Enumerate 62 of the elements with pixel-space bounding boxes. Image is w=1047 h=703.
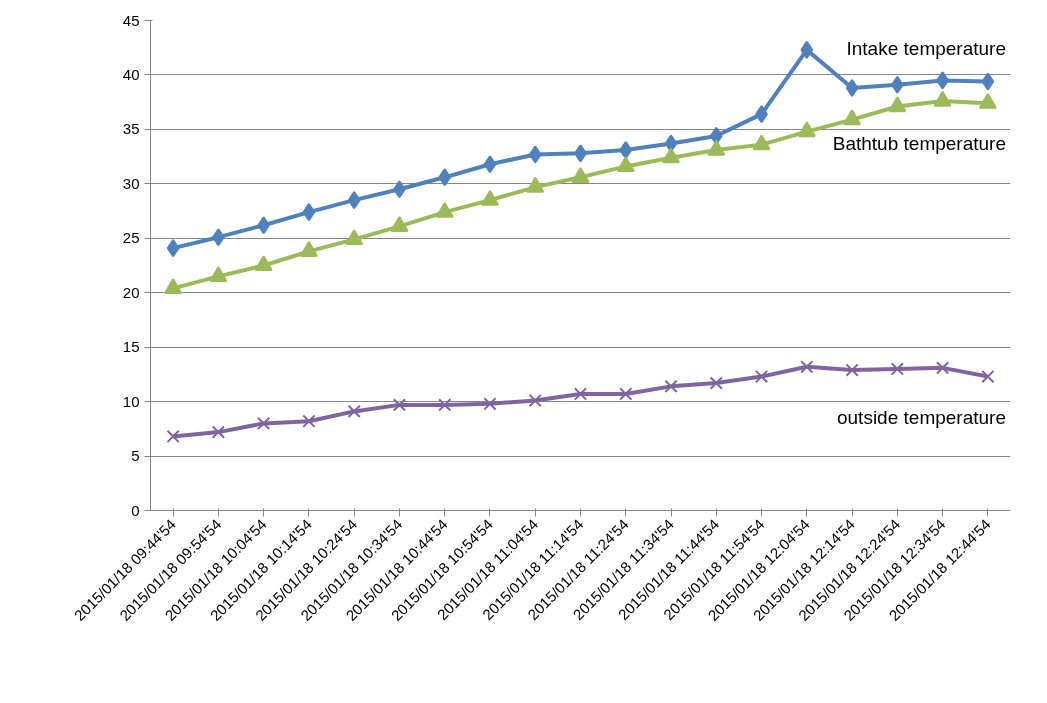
point	[935, 361, 950, 375]
point	[933, 90, 952, 107]
point	[435, 201, 454, 218]
point	[302, 414, 316, 428]
point	[843, 109, 862, 126]
point	[209, 266, 228, 283]
series-label: Bathtub temperature	[832, 133, 1006, 155]
y-tick-label: 10	[122, 392, 140, 410]
point	[845, 363, 859, 377]
point	[664, 379, 678, 394]
point	[254, 255, 273, 272]
point	[752, 134, 771, 151]
point	[709, 126, 723, 145]
point	[392, 398, 407, 412]
point	[573, 387, 588, 401]
point	[619, 141, 633, 160]
point	[526, 176, 545, 193]
point	[571, 167, 590, 183]
point	[616, 156, 635, 173]
point	[345, 229, 364, 245]
point	[438, 168, 452, 187]
y-tick-label: 0	[131, 501, 140, 519]
point	[528, 145, 542, 164]
point	[619, 387, 633, 401]
y-tick-label: 30	[122, 174, 140, 192]
point	[483, 155, 497, 174]
point	[800, 40, 814, 59]
y-tick-label: 35	[122, 120, 140, 138]
point	[211, 425, 226, 439]
point	[754, 369, 769, 384]
point	[662, 147, 681, 164]
point	[709, 376, 723, 390]
point	[845, 79, 859, 98]
point	[800, 360, 814, 374]
point	[707, 139, 726, 156]
point	[347, 404, 361, 419]
point	[978, 93, 997, 109]
point	[390, 216, 409, 232]
point	[166, 429, 180, 444]
point	[257, 416, 271, 431]
y-tick-label: 20	[122, 283, 140, 301]
point	[299, 241, 318, 257]
y-tick-label: 40	[122, 65, 140, 83]
point	[483, 397, 497, 411]
series-label: Intake temperature	[846, 38, 1006, 60]
y-tick-label: 5	[131, 447, 140, 465]
point	[890, 362, 904, 376]
point	[480, 189, 499, 206]
point	[166, 239, 180, 258]
y-tick-label: 45	[122, 11, 140, 29]
point	[164, 278, 183, 294]
y-tick-label: 15	[122, 338, 140, 356]
y-tick-label: 25	[122, 229, 140, 247]
point	[797, 121, 816, 138]
point	[981, 72, 995, 91]
point	[347, 191, 361, 210]
point	[981, 369, 995, 384]
point	[438, 398, 452, 412]
point	[888, 96, 907, 113]
point	[302, 203, 316, 222]
point	[528, 393, 542, 408]
series-label: outside temperature	[836, 406, 1006, 428]
